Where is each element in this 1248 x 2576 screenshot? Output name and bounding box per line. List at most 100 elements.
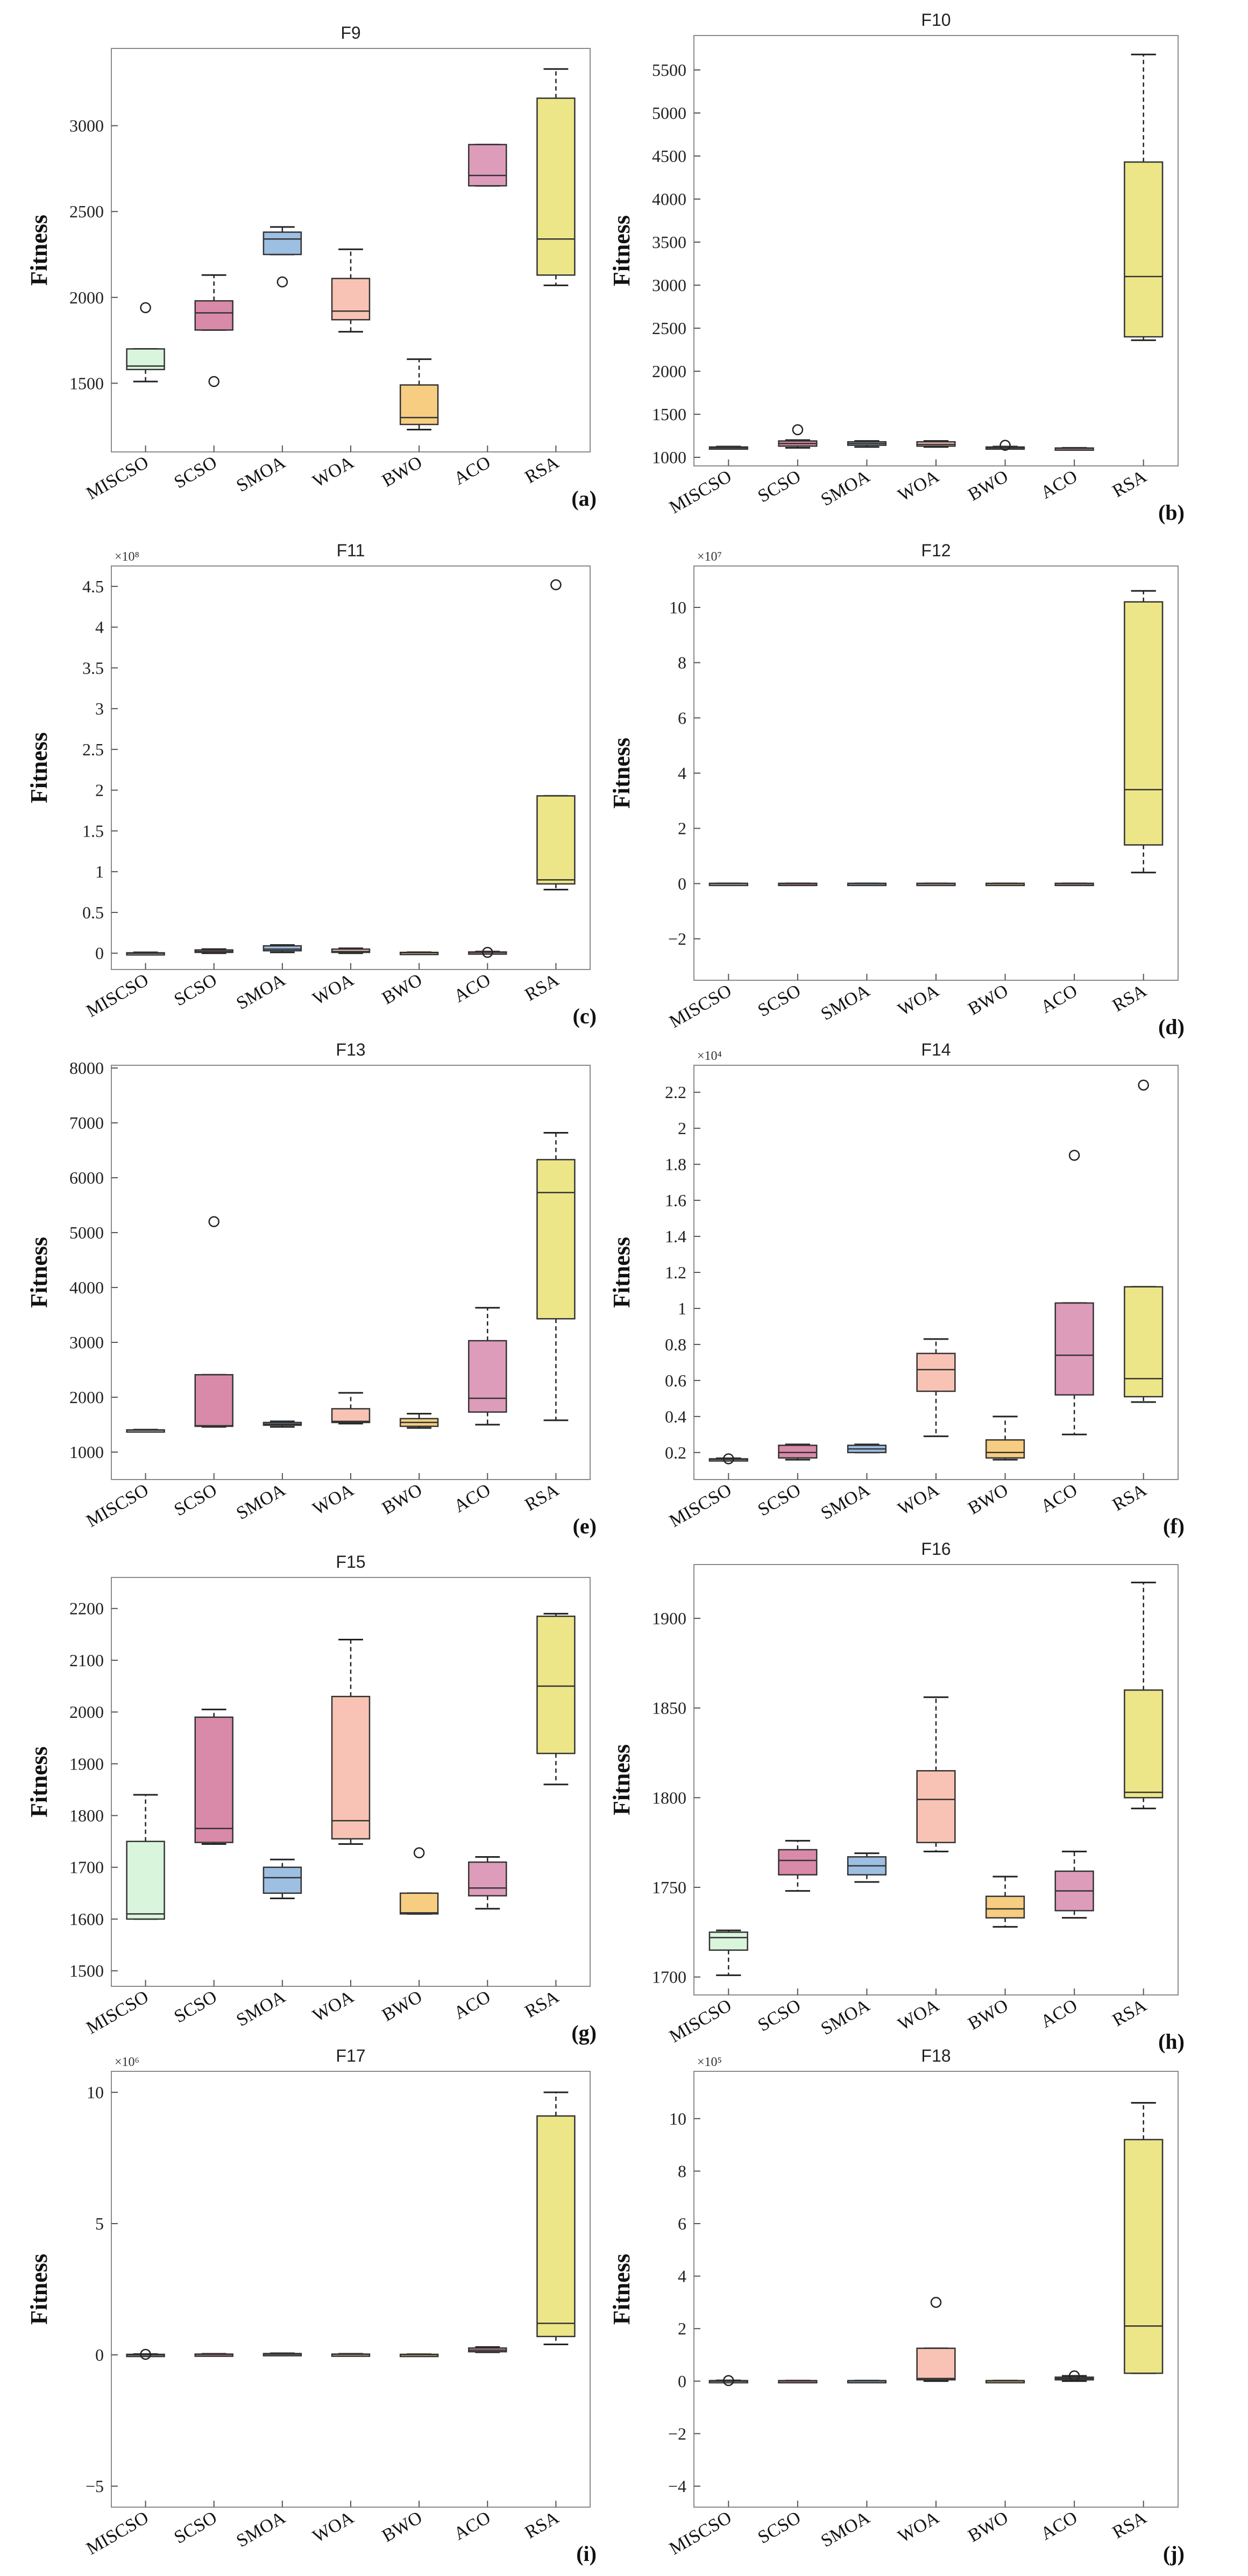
box-miscso [708, 882, 748, 887]
y-tick-label: 2 [678, 819, 686, 838]
box-body [194, 300, 233, 331]
box-bwo [399, 951, 439, 956]
y-tick-label: 3500 [652, 232, 686, 252]
x-tick-label-smoa: SMOA [233, 970, 289, 1014]
y-tick-label: 1.2 [665, 1263, 686, 1282]
panel-f14: F14 ×10⁴ 0.2 0.4 0.6 0.8 1 1.2 1.4 1.6 1.8 2 2.2 Fitn… [608, 1040, 1185, 1538]
panel-f11: F11 ×10⁸ 0 0.5 1 1.5 2 2.5 3 3.5 4 4.5 Fitness MISCSO… [26, 541, 597, 1028]
y-tick-label: 1.5 [82, 821, 104, 840]
box-body [985, 1439, 1025, 1459]
x-tick-label-smoa: SMOA [818, 981, 874, 1024]
panel-label: (c) [573, 1004, 597, 1028]
box-aco [1054, 1150, 1094, 1435]
box-woa [916, 1696, 956, 1852]
chart-title: F9 [341, 23, 360, 43]
y-tick-label: 1.4 [665, 1227, 686, 1246]
chart-title: F13 [336, 1040, 365, 1059]
x-tick-label-rsa: RSA [1109, 1480, 1150, 1515]
y-tick-label: 3000 [69, 116, 104, 136]
box-smoa [263, 226, 302, 288]
box-rsa [536, 1612, 576, 1786]
box-body [468, 1340, 507, 1413]
axis-multiplier: ×10⁷ [697, 550, 722, 564]
x-tick-label-miscso: MISCSO [83, 1987, 152, 2038]
outlier-point [1138, 1079, 1149, 1091]
box-aco [1054, 447, 1094, 451]
x-tick-label-bwo: BWO [965, 1480, 1011, 1519]
y-tick-label: 0.5 [82, 903, 104, 922]
box-body [399, 1892, 439, 1915]
x-tick-label-aco: ACO [451, 1987, 494, 2023]
outlier-point [208, 376, 219, 387]
y-tick-label: 3000 [69, 1333, 104, 1352]
chart-title: F10 [921, 10, 951, 30]
box-body [126, 1841, 165, 1920]
y-axis-label: Fitness [26, 2254, 52, 2325]
box-smoa [847, 2380, 887, 2384]
y-axis-label: Fitness [26, 1746, 52, 1817]
box-bwo [399, 1413, 439, 1429]
box-miscso [708, 445, 748, 450]
chart-title: F18 [921, 2046, 951, 2065]
box-body [536, 2115, 576, 2338]
box-body [1124, 1286, 1164, 1398]
y-tick-label: 0.6 [665, 1371, 686, 1390]
box-bwo [399, 2353, 439, 2358]
outlier-point [999, 440, 1011, 451]
x-tick-label-smoa: SMOA [818, 466, 874, 510]
y-tick-label: 0 [95, 2345, 104, 2365]
box-body [536, 795, 576, 885]
y-tick-label: 2 [678, 2319, 686, 2338]
y-axis-label: Fitness [608, 215, 635, 286]
y-tick-label: 1500 [652, 405, 686, 424]
y-tick-label: 2 [678, 1119, 686, 1138]
outlier-point [140, 302, 151, 314]
box-miscso [126, 1428, 165, 1433]
x-tick-label-smoa: SMOA [818, 1480, 874, 1524]
box-body [536, 1615, 576, 1754]
box-woa [331, 248, 371, 333]
x-tick-label-bwo: BWO [965, 1995, 1011, 2034]
y-tick-label: 8 [678, 2161, 686, 2181]
box-body [1124, 601, 1164, 846]
x-tick-label-scso: SCSO [171, 452, 221, 493]
axis-multiplier: ×10⁴ [697, 1049, 722, 1063]
box-miscso [708, 1929, 748, 1976]
box-body [916, 1353, 956, 1392]
y-tick-label: 5500 [652, 60, 686, 80]
x-tick-label-smoa: SMOA [233, 1480, 289, 1524]
chart-title: F11 [337, 541, 365, 560]
x-tick-label-rsa: RSA [522, 452, 563, 487]
panel-f12: F12 ×10⁷ −2 0 2 4 6 8 10 Fitness MISCSO SCSO SMOA WOA… [608, 541, 1185, 1039]
box-miscso [126, 2348, 165, 2360]
plot-frame [693, 565, 1179, 981]
y-tick-label: 10 [669, 598, 686, 617]
x-tick-label-bwo: BWO [379, 2508, 426, 2546]
y-axis-label: Fitness [26, 215, 52, 286]
box-body [1124, 1689, 1164, 1799]
box-smoa [263, 1420, 302, 1428]
plot-frame [111, 2071, 591, 2508]
outlier-point [792, 424, 804, 436]
box-rsa [1124, 53, 1164, 341]
box-rsa [1124, 2102, 1164, 2374]
box-rsa [536, 579, 576, 891]
x-tick-label-scso: SCSO [755, 466, 804, 507]
x-tick-label-rsa: RSA [1109, 981, 1150, 1016]
y-tick-label: 6 [678, 2214, 686, 2233]
box-body [194, 1374, 233, 1427]
chart-title: F16 [921, 1539, 951, 1559]
box-woa [916, 440, 956, 448]
box-scso [778, 1839, 818, 1892]
x-tick-label-aco: ACO [1037, 466, 1081, 503]
y-tick-label: 8000 [69, 1058, 104, 1078]
outlier-point [550, 579, 562, 591]
y-tick-label: 2000 [69, 288, 104, 307]
box-woa [331, 947, 371, 954]
y-tick-label: −2 [668, 929, 686, 949]
box-body [985, 1895, 1025, 1919]
box-aco [468, 144, 507, 187]
box-body [536, 1159, 576, 1320]
y-axis-label: Fitness [608, 2254, 635, 2325]
x-tick-label-rsa: RSA [522, 970, 563, 1005]
